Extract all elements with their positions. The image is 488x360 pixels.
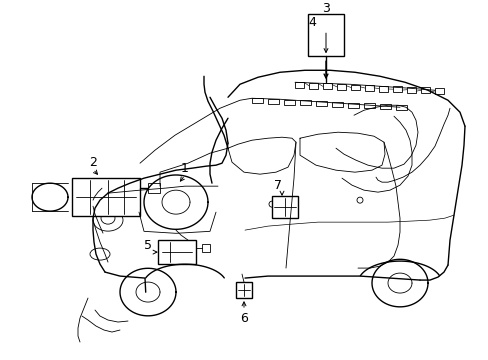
FancyBboxPatch shape xyxy=(420,87,429,93)
FancyBboxPatch shape xyxy=(148,183,160,193)
Text: 1: 1 xyxy=(181,162,188,175)
FancyBboxPatch shape xyxy=(434,88,443,94)
FancyBboxPatch shape xyxy=(364,85,373,91)
Text: 4: 4 xyxy=(307,16,315,29)
FancyBboxPatch shape xyxy=(379,104,390,109)
FancyBboxPatch shape xyxy=(336,84,346,90)
Text: 3: 3 xyxy=(322,2,329,15)
FancyBboxPatch shape xyxy=(299,100,310,105)
FancyBboxPatch shape xyxy=(72,178,140,216)
FancyBboxPatch shape xyxy=(406,87,415,93)
FancyBboxPatch shape xyxy=(251,98,263,103)
FancyBboxPatch shape xyxy=(158,240,196,264)
FancyBboxPatch shape xyxy=(236,282,251,298)
FancyBboxPatch shape xyxy=(315,101,326,106)
FancyBboxPatch shape xyxy=(307,14,343,56)
FancyBboxPatch shape xyxy=(294,82,304,88)
Text: 5: 5 xyxy=(143,239,152,252)
FancyBboxPatch shape xyxy=(392,86,401,92)
Text: 6: 6 xyxy=(240,311,247,324)
FancyBboxPatch shape xyxy=(323,84,331,89)
FancyBboxPatch shape xyxy=(202,244,209,252)
FancyBboxPatch shape xyxy=(363,103,374,108)
FancyBboxPatch shape xyxy=(350,85,359,90)
Text: 7: 7 xyxy=(273,179,282,192)
FancyBboxPatch shape xyxy=(331,102,342,107)
FancyBboxPatch shape xyxy=(308,83,317,89)
FancyBboxPatch shape xyxy=(271,196,297,218)
FancyBboxPatch shape xyxy=(347,103,358,108)
FancyBboxPatch shape xyxy=(378,86,387,91)
FancyBboxPatch shape xyxy=(267,99,279,104)
FancyBboxPatch shape xyxy=(284,100,294,105)
Text: 2: 2 xyxy=(89,156,97,169)
FancyBboxPatch shape xyxy=(395,105,406,110)
